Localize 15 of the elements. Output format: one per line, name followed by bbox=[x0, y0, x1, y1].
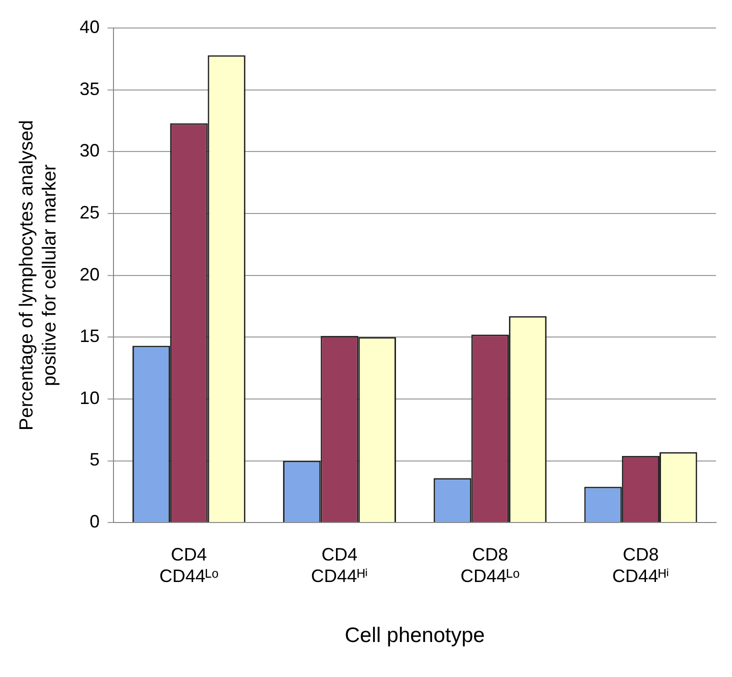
x-tick-label: CD4 CD44ᴸᵒ bbox=[159, 544, 219, 586]
y-tick-label: 25 bbox=[80, 202, 100, 222]
x-tick-label: CD8 CD44ᴸᵒ bbox=[460, 544, 520, 586]
x-axis-title: Cell phenotype bbox=[344, 624, 485, 648]
y-tick-label: 0 bbox=[90, 512, 100, 532]
y-axis-title: Percentage of lymphocytes analysed positive for cellular marker bbox=[16, 120, 60, 431]
x-tick-label: CD4 CD44ᴴⁱ bbox=[311, 544, 368, 586]
y-tick-label: 5 bbox=[90, 450, 100, 470]
y-tick-label: 30 bbox=[80, 140, 100, 161]
y-tick-label: 40 bbox=[80, 16, 100, 37]
x-tick-label: CD8 CD44ᴴⁱ bbox=[612, 544, 670, 586]
y-tick-label: 35 bbox=[80, 78, 100, 99]
y-tick-label: 10 bbox=[80, 388, 100, 408]
y-tick-label: 20 bbox=[80, 264, 100, 284]
y-tick-label: 15 bbox=[80, 326, 100, 346]
